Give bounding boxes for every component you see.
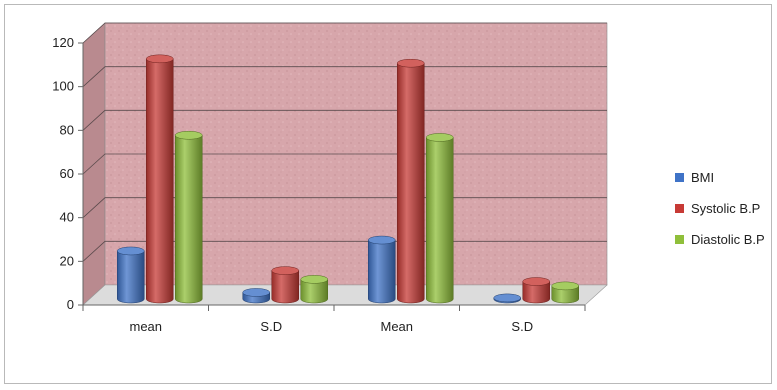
x-tick-label: S.D <box>260 319 282 334</box>
y-tick-label: 100 <box>52 79 74 94</box>
legend-item-1: BMI <box>675 170 714 185</box>
bar-systolic-b-p-2 <box>271 266 299 304</box>
gridline <box>82 22 607 44</box>
y-tick-label: 60 <box>60 166 74 181</box>
legend-item-2: Systolic B.P <box>675 201 760 216</box>
bar-diastolic-b-p-4 <box>551 281 579 304</box>
bar-systolic-b-p-1 <box>146 54 174 304</box>
bar-systolic-b-p-3 <box>397 58 425 304</box>
y-tick-label: 120 <box>52 35 74 50</box>
bar-bmi-1 <box>117 246 145 304</box>
legend-label: BMI <box>691 170 714 185</box>
bar-bmi-4 <box>493 293 521 304</box>
y-tick-label: 0 <box>67 297 74 312</box>
y-tick-label: 20 <box>60 253 74 268</box>
legend-item-3: Diastolic B.P <box>675 232 765 247</box>
x-tick-label: mean <box>129 319 162 334</box>
legend-swatch <box>675 173 684 182</box>
legend-swatch <box>675 204 684 213</box>
y-tick-label: 40 <box>60 210 74 225</box>
gridline <box>82 109 607 131</box>
legend-label: Systolic B.P <box>691 201 760 216</box>
bar-diastolic-b-p-1 <box>175 131 203 304</box>
legend-label: Diastolic B.P <box>691 232 765 247</box>
bar-bmi-3 <box>368 235 396 304</box>
bar-chart: 0 20 40 60 80 100 120 mean S.D Mean S.D BMI Systoli… <box>52 22 765 334</box>
bar-systolic-b-p-4 <box>522 277 550 304</box>
bar-bmi-2 <box>242 288 270 304</box>
bar-diastolic-b-p-2 <box>300 275 328 304</box>
y-tick-label: 80 <box>60 122 74 137</box>
bar-diastolic-b-p-3 <box>426 133 454 304</box>
gridline <box>82 66 607 87</box>
x-tick-label: Mean <box>380 319 413 334</box>
x-tick-label: S.D <box>511 319 533 334</box>
chart-frame: 0 20 40 60 80 100 120 mean S.D Mean S.D BMI Systoli… <box>4 4 772 384</box>
legend-swatch <box>675 235 684 244</box>
